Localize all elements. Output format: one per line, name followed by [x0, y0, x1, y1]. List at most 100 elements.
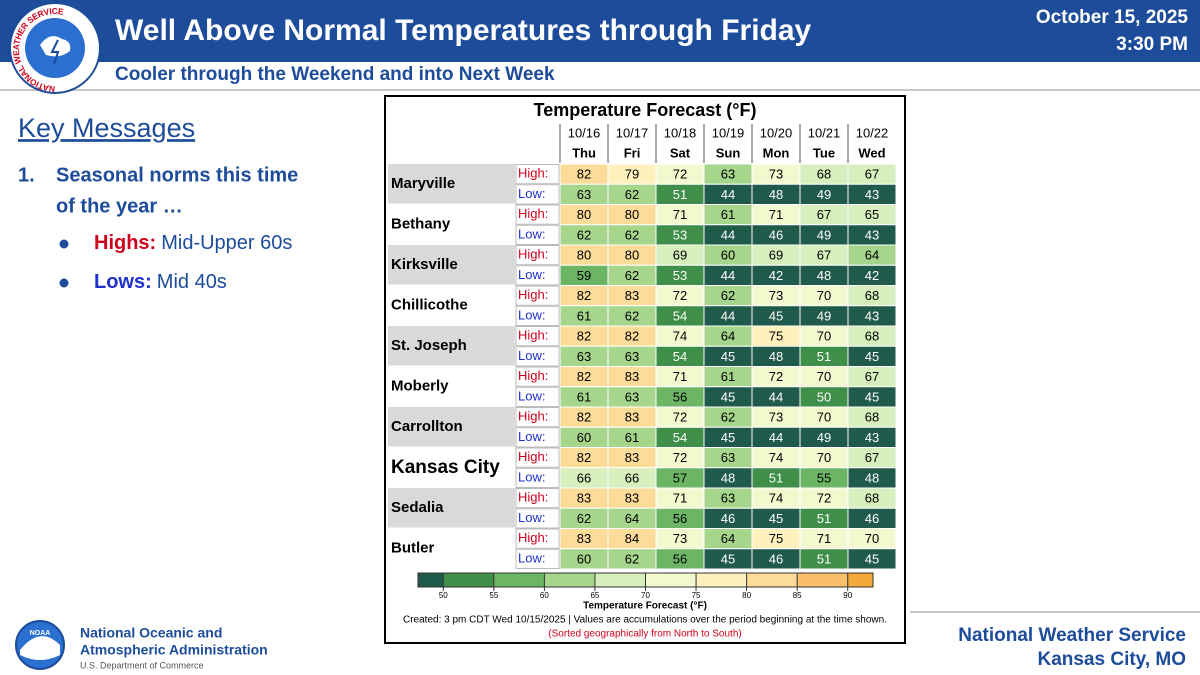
table-title: Temperature Forecast (°F) [534, 100, 757, 120]
colorbar-tick-label: 50 [439, 591, 448, 600]
temp-value: 72 [673, 288, 687, 303]
noaa-logo-text: NOAA [30, 630, 51, 637]
temp-value: 60 [577, 430, 591, 445]
temp-value: 64 [865, 248, 879, 263]
temp-value: 82 [577, 369, 591, 384]
temp-value: 51 [817, 511, 831, 526]
bullet-dot [59, 239, 69, 249]
temp-value: 73 [769, 288, 783, 303]
temp-value: 63 [625, 389, 639, 404]
temp-value: 56 [673, 389, 687, 404]
temp-value: 75 [769, 531, 783, 546]
city: Butler [391, 540, 435, 557]
city-cell [388, 366, 515, 406]
temp-value: 61 [721, 369, 735, 384]
temp-value: 54 [673, 430, 687, 445]
temp-value: 62 [625, 308, 639, 323]
day-name: Sat [670, 145, 691, 160]
noaa-name: Atmospheric Administration [80, 642, 268, 658]
colorbar-segment [493, 573, 545, 587]
temp-value: 72 [769, 369, 783, 384]
colorbar-tick-label: 85 [793, 591, 802, 600]
bullet: Lows: Mid 40s [94, 271, 227, 293]
label-cell [515, 245, 560, 266]
label-cell [515, 447, 560, 468]
temp-value: 57 [673, 470, 687, 485]
colorbar-segment [544, 573, 595, 587]
city-cell [388, 285, 515, 325]
temp-value: 70 [817, 369, 831, 384]
temp-value: 45 [721, 389, 735, 404]
row-label: Low: [518, 429, 545, 444]
temp-value: 71 [673, 369, 687, 384]
row-label: Low: [518, 388, 545, 403]
temp-value: 62 [625, 227, 639, 242]
temp-value: 61 [721, 207, 735, 222]
colorbar-segment [443, 573, 494, 587]
colorbar-segment [847, 573, 873, 587]
temp-value: 42 [865, 268, 879, 283]
temp-value: 74 [769, 491, 783, 506]
temp-value: 44 [721, 308, 735, 323]
noaa-logo-bird [20, 636, 60, 660]
temp-value: 63 [721, 491, 735, 506]
temp-value: 44 [769, 389, 783, 404]
nws-logo-bolt [50, 39, 60, 65]
temp-value: 83 [625, 450, 639, 465]
temp-value: 82 [577, 288, 591, 303]
temp-value: 70 [817, 329, 831, 344]
temp-value: 82 [577, 410, 591, 425]
temp-value: 45 [769, 511, 783, 526]
temp-value: 62 [721, 410, 735, 425]
row-label: Low: [518, 348, 545, 363]
bullet: Highs: Mid-Upper 60s [94, 232, 292, 254]
temp-value: 51 [817, 349, 831, 364]
temp-value: 44 [721, 227, 735, 242]
temp-value: 48 [769, 349, 783, 364]
temp-value: 83 [625, 491, 639, 506]
temp-value: 80 [577, 248, 591, 263]
city: Maryville [391, 175, 455, 192]
temp-value: 79 [625, 167, 639, 182]
city: Moberly [391, 378, 449, 395]
header-band [0, 0, 1200, 62]
temp-value: 43 [865, 430, 879, 445]
day-date: 10/16 [568, 125, 601, 140]
colorbar-segment [746, 573, 798, 587]
temp-value: 61 [577, 308, 591, 323]
temp-value: 46 [769, 227, 783, 242]
temp-value: 68 [817, 167, 831, 182]
temp-value: 71 [673, 207, 687, 222]
city-cell [388, 326, 515, 366]
label-cell [515, 305, 560, 326]
item-text: Seasonal norms this time [56, 164, 298, 186]
temp-value: 60 [577, 551, 591, 566]
label-cell [515, 467, 560, 488]
temp-value: 46 [865, 511, 879, 526]
row-label: High: [518, 287, 548, 302]
colorbar-segment [696, 573, 747, 587]
temp-value: 46 [721, 511, 735, 526]
temp-value: 71 [769, 207, 783, 222]
created-note: Created: 3 pm CDT Wed 10/15/2025 | Value… [403, 615, 887, 626]
label-cell [515, 386, 560, 407]
city-cell [388, 164, 515, 204]
temp-value: 82 [577, 450, 591, 465]
temp-value: 67 [817, 248, 831, 263]
city: Carrollton [391, 418, 463, 435]
label-cell [515, 366, 560, 387]
colorbar-tick-label: 65 [590, 591, 599, 600]
date: October 15, 2025 [1036, 7, 1189, 28]
temp-value: 72 [673, 167, 687, 182]
temp-value: 82 [577, 329, 591, 344]
temp-value: 45 [865, 389, 879, 404]
colorbar-segment [594, 573, 646, 587]
temp-value: 68 [865, 491, 879, 506]
temp-value: 67 [817, 207, 831, 222]
row-label: Low: [518, 267, 545, 282]
temp-value: 48 [817, 268, 831, 283]
temp-value: 69 [673, 248, 687, 263]
temp-value: 44 [721, 187, 735, 202]
temp-value: 80 [625, 248, 639, 263]
